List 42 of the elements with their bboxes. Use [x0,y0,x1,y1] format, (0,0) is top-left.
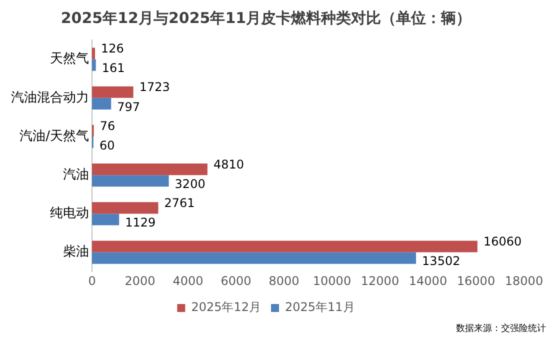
bar [92,202,158,214]
data-label: 60 [99,138,115,152]
x-tick-label: 16000 [456,274,496,288]
bar [92,59,96,71]
x-tick-label: 6000 [220,274,252,288]
x-tick-label: 18000 [504,274,544,288]
x-tick-label: 0 [88,274,96,288]
bar [92,175,169,187]
x-tick-label: 10000 [312,274,352,288]
y-tick-label: 汽油混合动力 [11,90,89,106]
y-tick-label: 天然气 [50,52,89,67]
x-tick-label: 12000 [360,274,400,288]
y-tick-label: 汽油/天然气 [20,128,89,144]
y-tick-label: 柴油 [63,244,89,260]
chart-title: 2025年12月与2025年11月皮卡燃料种类对比（单位：辆） [60,8,472,27]
x-tick-label: 8000 [268,274,300,288]
data-label: 76 [100,118,116,133]
x-tick-label: 2000 [124,274,156,288]
bar [92,214,120,226]
bar [92,98,112,110]
legend-label: 2025年11月 [285,300,355,314]
data-label: 126 [101,42,124,56]
data-label: 3200 [174,177,206,192]
data-label: 161 [102,61,125,76]
x-tick-label: 14000 [408,274,448,288]
x-tick-label: 4000 [172,274,204,288]
data-label: 797 [117,100,140,114]
bar [92,252,416,264]
bar [92,86,134,98]
y-tick-label: 纯电动 [50,206,89,222]
data-label: 13502 [422,254,460,268]
data-label: 16060 [483,234,522,249]
y-tick-label: 汽油 [63,167,89,182]
data-label: 1723 [139,80,170,94]
legend-label: 2025年12月 [191,300,262,314]
source-note: 数据来源：交强险统计 [456,322,546,335]
bar [92,48,96,60]
bar [92,164,208,176]
data-label: 4810 [213,157,244,172]
bar [92,240,478,252]
data-label: 2761 [164,196,195,210]
data-label: 1129 [125,216,156,230]
